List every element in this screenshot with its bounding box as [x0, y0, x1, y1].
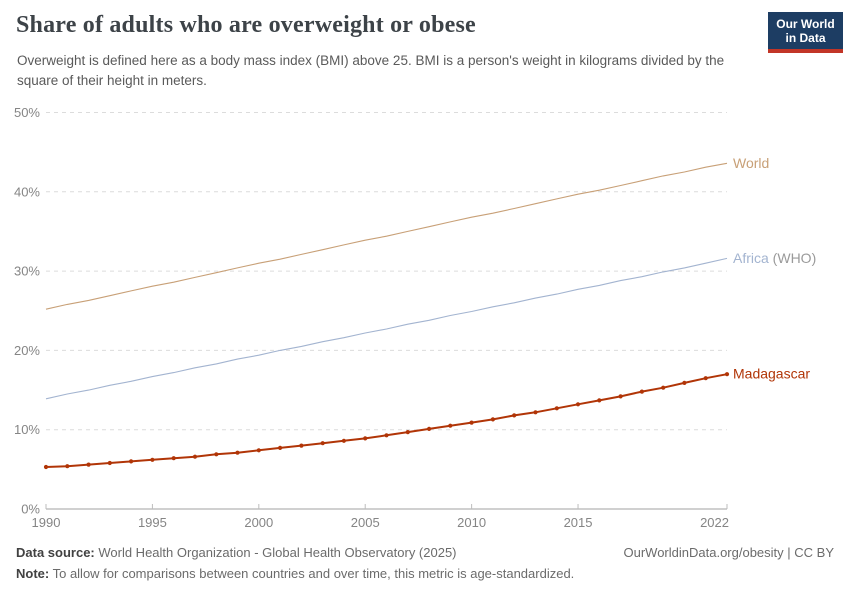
- x-tick-label-2005: 2005: [351, 515, 380, 530]
- marker-madagascar-2012: [512, 413, 517, 418]
- marker-madagascar-2001: [278, 445, 283, 450]
- marker-madagascar-2016: [597, 398, 602, 403]
- x-tick-label-2000: 2000: [244, 515, 273, 530]
- y-tick-label-20: 20%: [14, 343, 40, 358]
- y-tick-label-10: 10%: [14, 422, 40, 437]
- series-line-africa[interactable]: [45, 257, 728, 400]
- marker-madagascar-1998: [214, 452, 219, 457]
- marker-madagascar-2013: [533, 410, 538, 415]
- marker-madagascar-1997: [192, 454, 198, 459]
- x-tick-label-1995: 1995: [138, 515, 167, 530]
- marker-madagascar-2004: [341, 438, 346, 443]
- y-tick-label-0: 0%: [21, 502, 40, 517]
- owid-logo-line1: Our World: [776, 16, 835, 31]
- marker-madagascar-2005: [363, 436, 368, 441]
- series-line-madagascar[interactable]: [45, 373, 728, 468]
- marker-madagascar-2007: [405, 430, 410, 435]
- data-source-text: World Health Organization - Global Healt…: [94, 545, 457, 560]
- data-source-line: Data source: World Health Organization -…: [16, 545, 457, 560]
- page-title: Share of adults who are overweight or ob…: [16, 12, 476, 38]
- marker-madagascar-2017: [618, 394, 623, 399]
- note-text: To allow for comparisons between countri…: [49, 566, 575, 581]
- marker-madagascar-1993: [107, 460, 112, 466]
- series-label-main-madagascar: Madagascar: [733, 366, 810, 382]
- marker-madagascar-2021: [703, 376, 708, 381]
- marker-madagascar-2019: [661, 385, 666, 390]
- series-label-main-africa: Africa: [733, 250, 769, 266]
- owid-logo-line2: in Data: [785, 30, 826, 45]
- marker-madagascar-2014: [554, 406, 559, 411]
- credit-link[interactable]: OurWorldinData.org/obesity | CC BY: [623, 545, 835, 560]
- marker-madagascar-2018: [639, 389, 645, 394]
- chart-footer: Data source: World Health Organization -…: [16, 545, 834, 581]
- marker-madagascar-2002: [299, 443, 304, 448]
- x-tick-label-2010: 2010: [457, 515, 486, 530]
- marker-madagascar-2003: [320, 441, 325, 446]
- marker-madagascar-2000: [256, 448, 261, 453]
- data-source-label: Data source:: [16, 545, 95, 560]
- y-tick-label-40: 40%: [14, 184, 40, 199]
- marker-madagascar-1992: [86, 462, 91, 467]
- marker-madagascar-2008: [427, 426, 432, 431]
- series-label-suffix-africa: (WHO): [769, 250, 816, 266]
- marker-madagascar-1999: [235, 450, 240, 455]
- marker-madagascar-2006: [384, 433, 389, 438]
- owid-logo[interactable]: Our World in Data: [768, 12, 843, 53]
- y-tick-label-50: 50%: [14, 105, 40, 120]
- x-tick-label-1990: 1990: [32, 515, 61, 530]
- marker-madagascar-2020: [682, 380, 687, 385]
- x-tick-label-2022: 2022: [700, 515, 729, 530]
- owid-logo-box: Our World in Data: [768, 12, 843, 49]
- marker-madagascar-1994: [129, 459, 134, 464]
- series-label-madagascar[interactable]: Madagascar: [733, 366, 810, 382]
- marker-madagascar-2011: [490, 417, 495, 422]
- note-label: Note:: [16, 566, 50, 581]
- marker-madagascar-2009: [448, 423, 453, 428]
- marker-madagascar-1996: [171, 456, 176, 461]
- marker-madagascar-2015: [575, 402, 581, 407]
- chart-subtitle: Overweight is defined here as a body mas…: [17, 53, 725, 88]
- marker-madagascar-1991: [65, 464, 70, 469]
- series-label-main-world: World: [733, 155, 769, 171]
- owid-logo-red-bar: [768, 49, 843, 53]
- series-line-world[interactable]: [45, 162, 728, 310]
- marker-madagascar-1995: [150, 457, 155, 462]
- series-label-world[interactable]: World: [733, 155, 769, 171]
- marker-madagascar-2010: [469, 420, 474, 425]
- series-markers-madagascar: [43, 372, 730, 470]
- note-line: Note: To allow for comparisons between c…: [16, 566, 834, 581]
- x-tick-label-2015: 2015: [564, 515, 593, 530]
- y-tick-label-30: 30%: [14, 264, 40, 279]
- marker-madagascar-1990: [43, 464, 49, 470]
- marker-madagascar-2022: [724, 372, 730, 377]
- series-label-africa[interactable]: Africa (WHO): [733, 250, 816, 266]
